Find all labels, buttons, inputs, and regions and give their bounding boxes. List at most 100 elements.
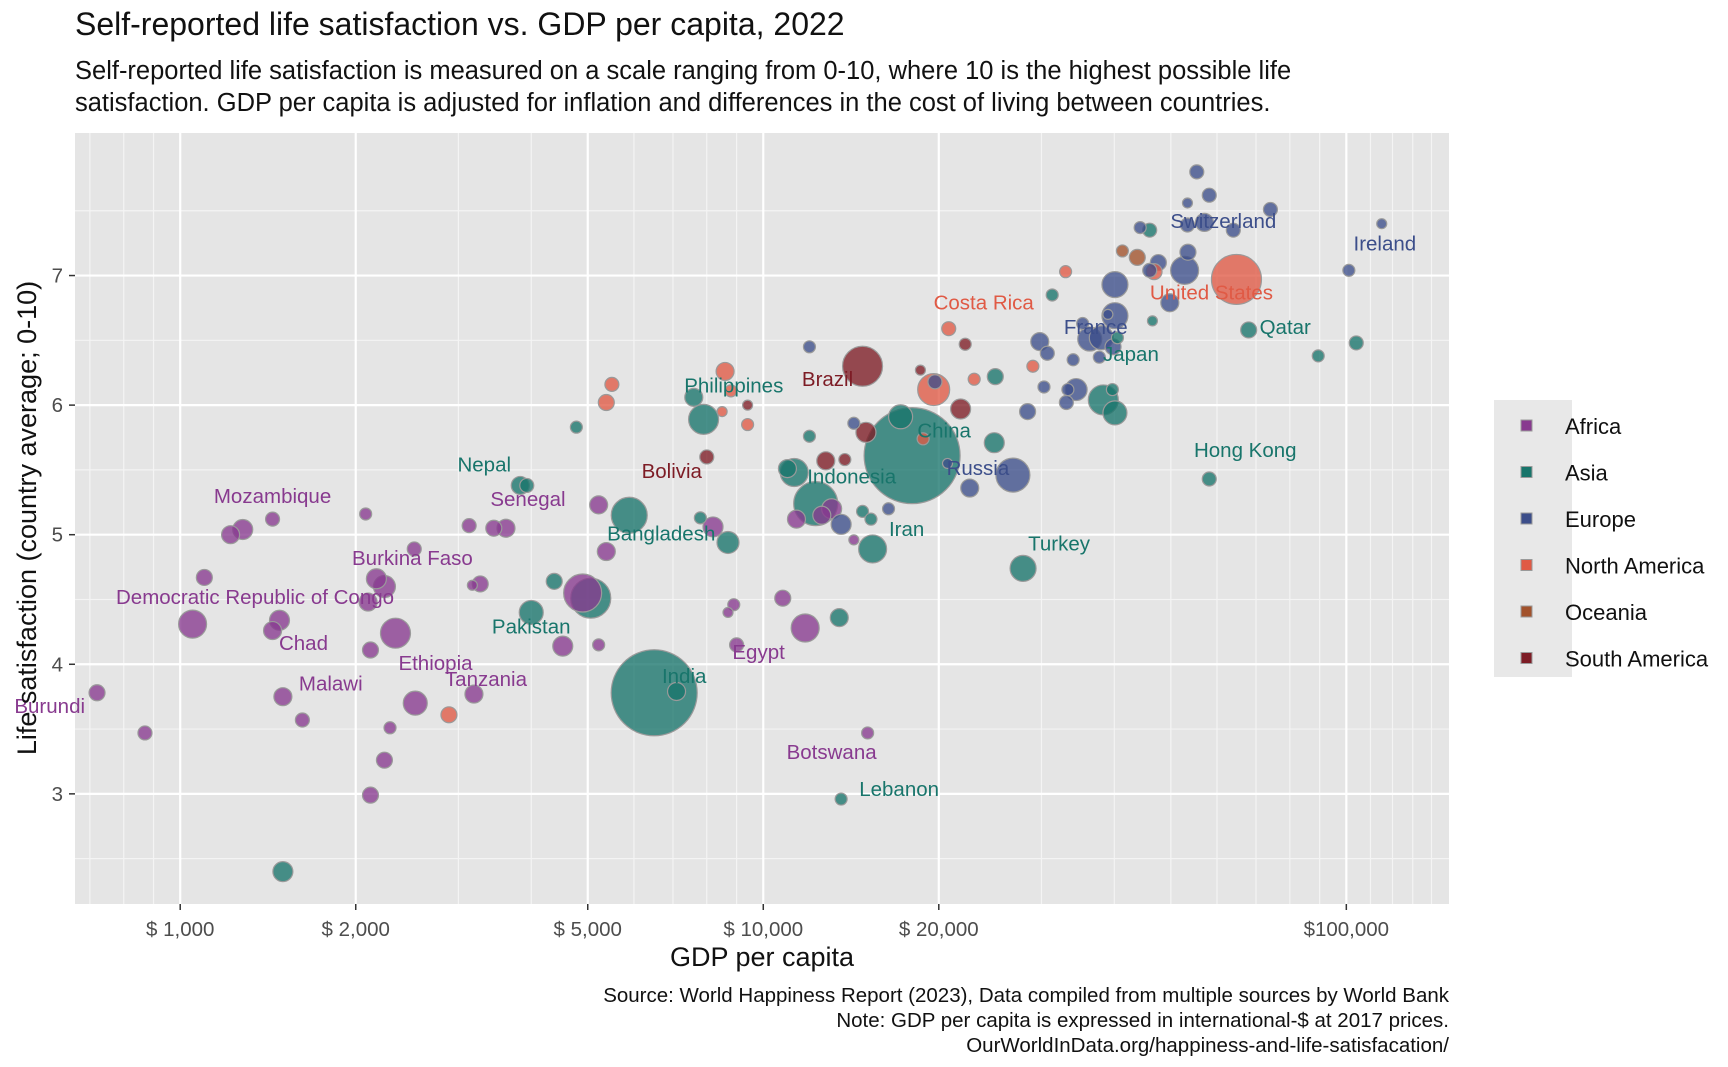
y-tick-label: 6 [52, 394, 63, 417]
data-point [1342, 263, 1356, 277]
legend-swatch [1520, 466, 1533, 478]
data-point [383, 721, 397, 735]
point-label: Japan [1103, 343, 1159, 366]
point-label: Ethiopia [398, 652, 473, 675]
data-point [294, 712, 310, 728]
data-point [610, 649, 698, 737]
legend-label: Europe [1565, 507, 1636, 532]
chart-title: Self-reported life satisfaction vs. GDP … [75, 6, 845, 42]
data-point [375, 751, 394, 769]
point-label: Burkina Faso [352, 547, 473, 570]
caption-url: OurWorldInData.org/happiness-and-life-sa… [966, 1034, 1449, 1057]
data-point [916, 432, 930, 446]
data-point [722, 606, 734, 619]
data-point [464, 684, 484, 704]
data-point [1092, 350, 1106, 364]
data-point [1030, 332, 1050, 352]
data-point [855, 504, 870, 518]
y-tick-label: 4 [52, 653, 63, 676]
data-point [983, 432, 1005, 454]
data-point [262, 620, 283, 641]
caption-source: Source: World Happiness Report (2023), D… [603, 984, 1450, 1007]
point-label: Pakistan [492, 615, 571, 638]
data-point [687, 403, 720, 435]
point-label: Costa Rica [934, 292, 1035, 315]
data-point [1376, 218, 1388, 230]
x-axis-ticks: $ 1,000 $ 2,000 $ 5,000 $ 10,000 $ 20,000 $10… [146, 904, 1389, 941]
data-point [1026, 359, 1040, 373]
point-label: Nepal [457, 453, 511, 476]
data-point [728, 637, 745, 653]
data-point [1101, 271, 1129, 299]
x-tick-label: $ 20,000 [899, 918, 979, 941]
legend-label: North America [1565, 554, 1705, 579]
data-point [610, 496, 648, 534]
y-tick-label: 3 [52, 783, 63, 806]
data-point [881, 502, 896, 516]
point-label: India [662, 665, 707, 688]
data-point [967, 372, 981, 386]
data-point [786, 509, 807, 529]
data-point [1110, 331, 1125, 345]
data-point [693, 511, 707, 525]
legend-swatch [1520, 512, 1533, 525]
data-point [914, 364, 927, 376]
legend-swatch [1520, 652, 1533, 664]
data-point [1160, 293, 1180, 313]
data-point [1142, 262, 1158, 278]
x-tick-label: $ 5,000 [554, 918, 622, 941]
point-label: Russia [947, 457, 1010, 480]
data-point [986, 368, 1004, 386]
data-point [699, 449, 715, 465]
point-label: Brazil [802, 368, 853, 391]
data-point [272, 861, 294, 883]
point-label: Burundi [14, 695, 85, 718]
point-label: Hong Kong [1194, 439, 1297, 462]
point-label: Ireland [1354, 232, 1417, 255]
chart-subtitle-line-2: satisfaction. GDP per capita is adjusted… [75, 89, 1270, 117]
data-point [379, 617, 412, 649]
data-point [177, 609, 208, 639]
data-point [1210, 253, 1263, 306]
data-point [1076, 316, 1090, 331]
legend-label: Oceania [1565, 600, 1648, 625]
data-point [596, 541, 616, 562]
data-point [1179, 217, 1196, 233]
data-point [666, 681, 687, 702]
y-axis-ticks: 3 4 5 6 7 [52, 265, 75, 806]
data-point [995, 457, 1031, 493]
plot-panel [75, 133, 1449, 904]
data-point [855, 421, 877, 443]
data-point [816, 451, 836, 471]
data-point [361, 786, 380, 804]
data-point [848, 534, 860, 546]
data-point [863, 407, 961, 505]
data-point [569, 420, 583, 434]
data-point [829, 608, 849, 628]
data-point [552, 635, 574, 657]
point-label: Botswana [787, 741, 878, 764]
data-point [1179, 243, 1197, 261]
data-point [864, 512, 878, 526]
data-point [485, 519, 503, 537]
data-point [589, 495, 609, 515]
data-point [834, 792, 848, 806]
data-point [958, 337, 972, 351]
point-label: Qatar [1260, 316, 1311, 339]
grid-lines [75, 133, 1449, 904]
point-label: Lebanon [859, 778, 939, 801]
data-point [1201, 471, 1217, 487]
y-axis-title: Life satisfaction (country average; 0-10… [12, 281, 42, 755]
data-point [741, 417, 755, 432]
x-tick-label: $100,000 [1304, 918, 1390, 941]
legend-label: South America [1565, 647, 1709, 672]
data-point [1045, 288, 1059, 302]
data-point [790, 613, 820, 643]
point-label: Bangladesh [607, 522, 715, 545]
data-point [716, 405, 728, 418]
data-point [1058, 394, 1074, 411]
data-point [1102, 400, 1128, 426]
legend-swatch [1520, 559, 1533, 571]
point-label: Chad [279, 632, 328, 655]
